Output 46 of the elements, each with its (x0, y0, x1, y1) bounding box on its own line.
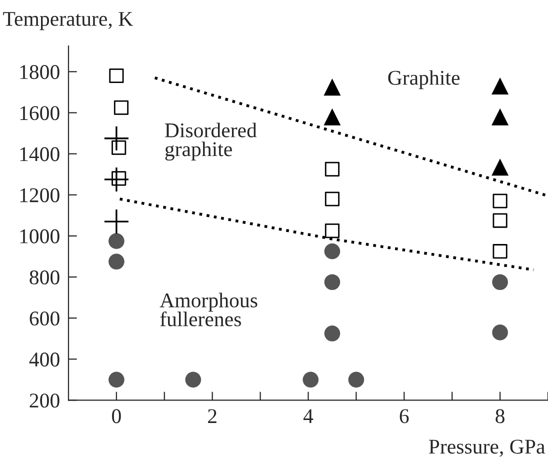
x-tick-label: 6 (400, 409, 409, 424)
point (108, 254, 124, 270)
point (104, 126, 128, 150)
point (108, 372, 124, 388)
point (302, 372, 319, 388)
x-tick-label: 0 (112, 409, 121, 424)
y-tick-label: 1000 (20, 229, 60, 244)
y-tick-label: 1600 (20, 106, 60, 120)
point (492, 244, 508, 259)
x-axis-title: Pressure, GPa (428, 440, 545, 457)
point (109, 68, 124, 84)
point (108, 233, 124, 249)
point (324, 108, 341, 126)
y-tick-label: 400 (29, 352, 60, 367)
point (185, 372, 202, 388)
point (348, 372, 364, 388)
point (324, 162, 340, 176)
y-axis-title: Temperature, K (3, 12, 133, 30)
point (104, 210, 128, 234)
point (492, 274, 508, 290)
point (492, 108, 509, 126)
point (492, 158, 509, 176)
x-tick-label: 8 (496, 409, 504, 424)
point (114, 100, 129, 115)
annotation: Graphite (388, 70, 460, 90)
x-tick-label: 4 (303, 409, 314, 423)
point (324, 192, 340, 206)
point (492, 213, 508, 228)
y-tick-label: 1200 (20, 188, 60, 202)
point (492, 324, 508, 340)
x-tick-label: 2 (208, 409, 216, 423)
y-tick-label: 800 (30, 270, 60, 284)
point (492, 78, 509, 95)
y-tick-label: 1800 (20, 65, 60, 80)
point (324, 274, 340, 290)
point (324, 243, 340, 260)
point (324, 326, 340, 342)
y-tick-label: 1400 (20, 147, 60, 162)
point (492, 194, 508, 208)
point (324, 78, 341, 96)
y-tick-label: 200 (30, 394, 60, 408)
y-tick-label: 600 (30, 311, 60, 326)
annotation: Amorphous fullerenes (160, 292, 258, 326)
point (104, 167, 128, 192)
point (324, 224, 340, 238)
annotation: Disordered graphite (165, 122, 257, 161)
